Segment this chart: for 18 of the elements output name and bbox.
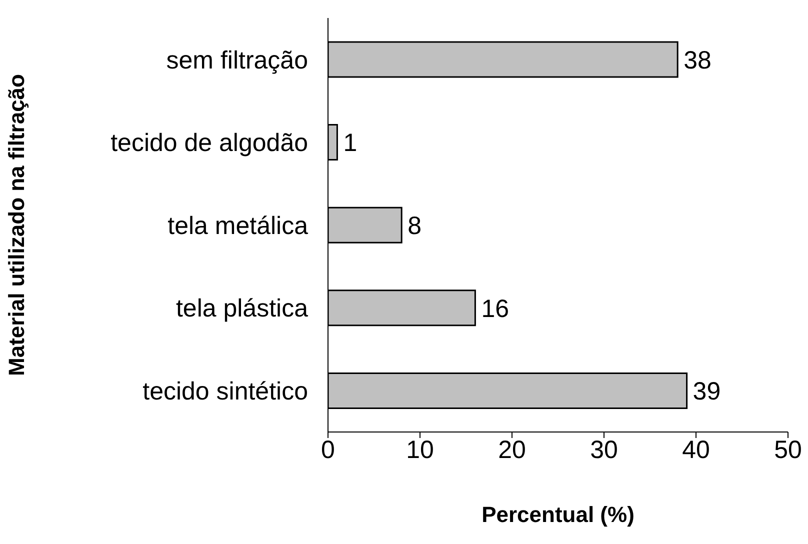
x-tick-label: 10: [406, 436, 434, 464]
x-tick-label: 50: [774, 436, 802, 464]
x-tick-label: 40: [682, 436, 710, 464]
y-tick-label: tecido sintético: [142, 377, 308, 406]
y-axis-title: Material utilizado na filtração: [4, 74, 29, 376]
x-tick-label: 20: [498, 436, 526, 464]
y-tick-label: tela plástica: [176, 294, 308, 323]
y-tick-label: tela metálica: [168, 212, 308, 240]
y-tick-label: sem filtração: [166, 46, 308, 74]
x-tick-label: 30: [590, 436, 618, 464]
y-tick-label: tecido de algodão: [110, 129, 308, 158]
x-tick-label: 0: [321, 436, 335, 464]
x-axis-title: Percentual (%): [482, 502, 634, 527]
data-label: 38: [684, 46, 712, 74]
data-label: 8: [408, 212, 422, 240]
data-label: 39: [692, 378, 721, 406]
data-label: 16: [481, 294, 510, 323]
data-label: 1: [343, 129, 358, 158]
